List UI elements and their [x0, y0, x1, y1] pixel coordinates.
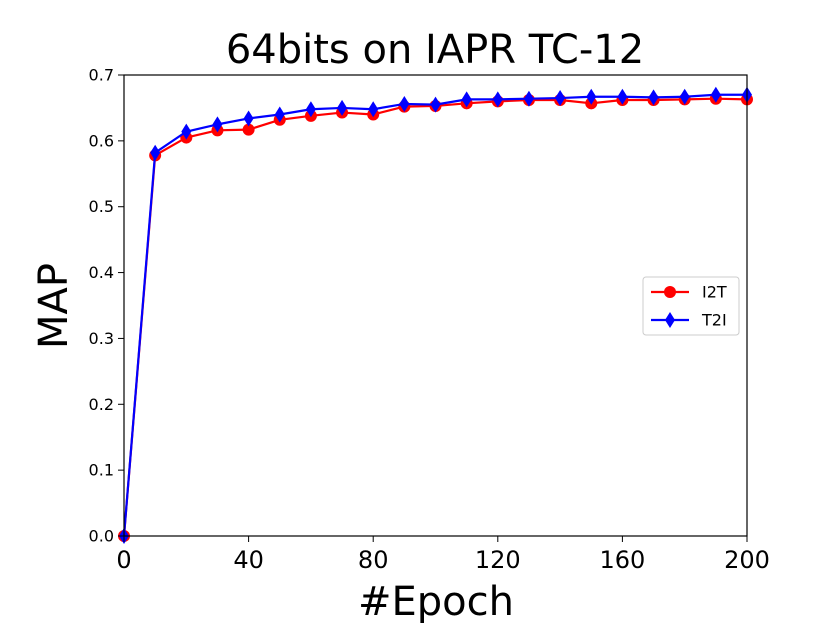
y-tick-label: 0.4 [89, 263, 114, 282]
x-tick-label: 200 [724, 546, 770, 574]
data-point-t2i [150, 144, 161, 161]
data-point-t2i [523, 90, 534, 107]
legend-label-t2i: T2I [701, 311, 727, 330]
data-point-t2i [305, 101, 316, 118]
y-axis-ticks: 0.0 0.1 0.2 0.3 0.4 0.5 0.6 0.7 [89, 66, 124, 546]
y-tick-label: 0.3 [89, 329, 114, 348]
plot-frame [123, 74, 748, 537]
data-point-t2i [555, 90, 566, 107]
y-tick-label: 0.0 [89, 527, 114, 546]
data-point-t2i [212, 116, 223, 133]
x-tick-label: 160 [599, 546, 645, 574]
y-tick-label: 0.7 [89, 66, 114, 85]
data-point-t2i [337, 99, 348, 116]
plot-area [118, 74, 753, 544]
data-point-t2i [181, 123, 192, 140]
data-point-t2i [461, 91, 472, 108]
x-axis-ticks: 0 40 80 120 160 200 [116, 536, 770, 574]
x-tick-label: 40 [233, 546, 264, 574]
y-tick-label: 0.6 [89, 131, 114, 150]
data-point-t2i [492, 91, 503, 108]
y-tick-label: 0.5 [89, 197, 114, 216]
data-point-t2i [617, 88, 628, 105]
data-point-t2i [710, 86, 721, 103]
chart-title: 64bits on IAPR TC-12 [226, 27, 644, 73]
data-point-t2i [243, 110, 254, 127]
data-point-t2i [586, 88, 597, 105]
series-layer [118, 86, 753, 544]
legend-marker-t2i [665, 312, 675, 328]
x-tick-label: 120 [475, 546, 521, 574]
data-point-t2i [274, 106, 285, 123]
x-axis-label: #Epoch [358, 579, 514, 623]
x-tick-label: 0 [116, 546, 131, 574]
data-point-i2t [242, 123, 255, 136]
data-point-t2i [399, 95, 410, 112]
legend-label-i2t: I2T [702, 283, 727, 302]
data-point-t2i [368, 101, 379, 118]
data-point-t2i [679, 88, 690, 105]
x-tick-label: 80 [358, 546, 389, 574]
y-tick-label: 0.1 [89, 461, 114, 480]
y-tick-label: 0.2 [89, 395, 114, 414]
y-axis-label: MAP [31, 263, 77, 349]
data-point-t2i [430, 96, 441, 113]
data-point-t2i [648, 89, 659, 106]
legend-marker-i2t [664, 286, 676, 298]
